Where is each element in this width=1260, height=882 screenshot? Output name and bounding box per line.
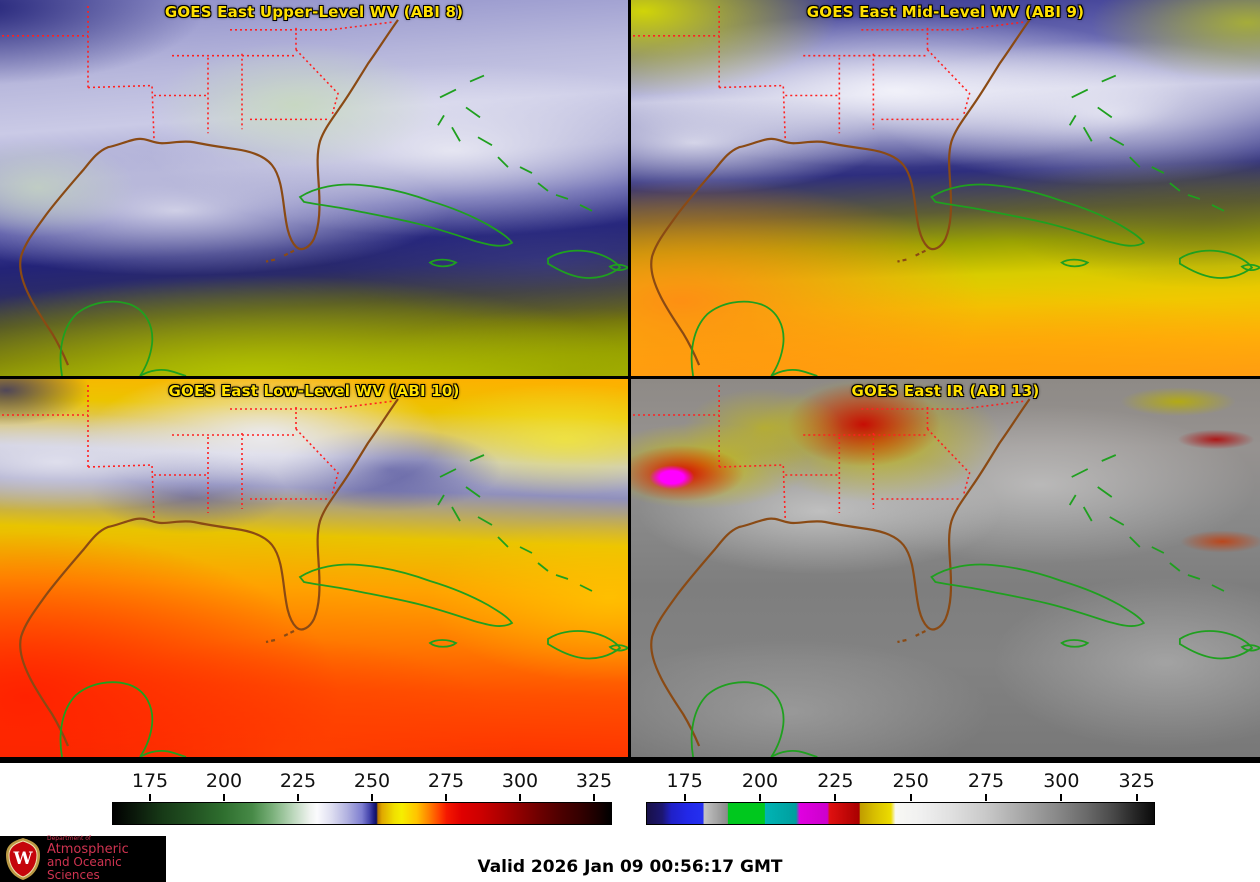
tick-mark xyxy=(593,794,595,801)
tick-mark xyxy=(519,794,521,801)
panel-title: GOES East Low-Level WV (ABI 10) xyxy=(168,382,460,400)
logo-dept-line: Department of xyxy=(47,835,91,843)
tick-mark xyxy=(445,794,447,801)
tick-mark xyxy=(297,794,299,801)
panel-title: GOES East Upper-Level WV (ABI 8) xyxy=(164,3,464,21)
wv-tick-label: 225 xyxy=(279,770,317,792)
ir-tick-label: 325 xyxy=(1118,770,1155,792)
wv-tick-label: 275 xyxy=(427,770,465,792)
map-overlay xyxy=(631,383,1260,757)
panel-grid: GOES East Upper-Level WV (ABI 8) GOES Ea… xyxy=(0,0,1260,763)
logo-line2: and Oceanic Sciences xyxy=(47,855,122,882)
ir-colorbar-group: 175 200 225 250 275 300 325 xyxy=(646,770,1155,826)
tick-mark xyxy=(1060,794,1063,801)
wv-tick-label: 325 xyxy=(575,770,613,792)
ir-colorbar xyxy=(646,802,1155,825)
wv-tick-label: 250 xyxy=(353,770,391,792)
ir-tick-label: 175 xyxy=(666,770,703,792)
panel-title: GOES East IR (ABI 13) xyxy=(851,382,1040,400)
ir-tick-label: 300 xyxy=(1043,770,1080,792)
map-overlay xyxy=(631,4,1260,376)
panel-low-level-wv: GOES East Low-Level WV (ABI 10) xyxy=(0,379,628,757)
tick-mark xyxy=(1135,794,1138,801)
map-overlay xyxy=(0,4,628,376)
ir-tick-label: 225 xyxy=(817,770,854,792)
wv-tick-label: 175 xyxy=(131,770,169,792)
ir-tick-label: 275 xyxy=(967,770,1005,792)
map-overlay xyxy=(0,383,628,757)
tick-mark xyxy=(909,794,912,801)
panel-ir: GOES East IR (ABI 13) xyxy=(631,379,1260,757)
panel-mid-level-wv: GOES East Mid-Level WV (ABI 9) xyxy=(631,0,1260,376)
uw-crest-icon: W xyxy=(6,838,40,880)
logo-line1: Atmospheric xyxy=(47,841,129,857)
wv-colorbar xyxy=(112,802,612,825)
valid-time-label: Valid 2026 Jan 09 00:56:17 GMT xyxy=(477,857,783,877)
tick-mark xyxy=(759,794,762,801)
tick-mark xyxy=(834,794,837,801)
tick-mark xyxy=(683,794,686,801)
uw-aos-logo: W Department of Atmospheric and Oceanic … xyxy=(0,836,166,882)
tick-mark xyxy=(371,794,373,801)
tick-mark xyxy=(223,794,225,801)
wv-tick-label: 200 xyxy=(205,770,243,792)
tick-mark xyxy=(149,794,151,801)
tick-mark xyxy=(985,794,987,801)
ir-tick-label: 250 xyxy=(892,770,929,792)
wv-colorbar-group: 175 200 225 250 275 300 325 xyxy=(112,770,612,826)
wv-tick-label: 300 xyxy=(501,770,539,792)
ir-tick-label: 200 xyxy=(741,770,779,792)
logo-text: Department of Atmospheric and Oceanic Sc… xyxy=(47,835,166,882)
panel-title: GOES East Mid-Level WV (ABI 9) xyxy=(806,3,1085,21)
crest-monogram: W xyxy=(12,849,33,869)
panel-upper-level-wv: GOES East Upper-Level WV (ABI 8) xyxy=(0,0,628,376)
